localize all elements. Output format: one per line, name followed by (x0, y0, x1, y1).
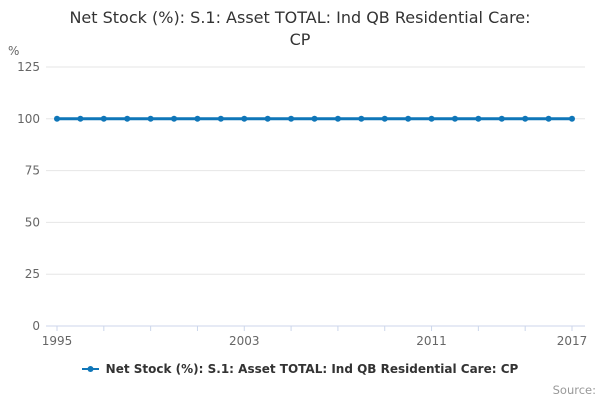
x-axis-tick-label: 2003 (229, 334, 260, 348)
y-axis-tick-label: 50 (25, 215, 40, 229)
data-point-marker[interactable] (54, 115, 60, 122)
data-point-marker[interactable] (498, 115, 505, 122)
y-axis-tick-label: 0 (32, 319, 40, 333)
y-axis-unit-label: % (8, 44, 20, 58)
source-label: Source: (552, 383, 596, 397)
y-axis-tick-label: 125 (17, 60, 40, 74)
x-axis-tick-label: 2011 (416, 334, 447, 348)
legend-label: Net Stock (%): S.1: Asset TOTAL: Ind QB … (105, 362, 519, 376)
y-axis-tick-label: 75 (25, 164, 40, 178)
data-point-marker[interactable] (311, 115, 318, 122)
x-axis-tick-label: 2017 (557, 334, 588, 348)
data-point-marker[interactable] (358, 115, 365, 122)
data-point-marker[interactable] (194, 115, 201, 122)
data-point-marker[interactable] (124, 115, 131, 122)
data-point-marker[interactable] (405, 115, 412, 122)
data-point-marker[interactable] (475, 115, 482, 122)
data-point-marker[interactable] (334, 115, 341, 122)
page-title: Net Stock (%): S.1: Asset TOTAL: Ind QB … (69, 8, 531, 49)
data-point-marker[interactable] (217, 115, 224, 122)
data-point-marker[interactable] (147, 115, 154, 122)
data-point-marker[interactable] (381, 115, 388, 122)
y-axis-tick-label: 25 (25, 267, 40, 281)
data-point-marker[interactable] (451, 115, 458, 122)
x-axis-tick-label: 1995 (42, 334, 73, 348)
data-point-marker[interactable] (77, 115, 84, 122)
data-point-marker[interactable] (428, 115, 435, 122)
data-point-marker[interactable] (264, 115, 271, 122)
data-point-marker[interactable] (241, 115, 248, 122)
data-point-marker[interactable] (569, 115, 575, 122)
data-point-marker[interactable] (522, 115, 529, 122)
data-point-marker[interactable] (171, 115, 178, 122)
legend[interactable]: Net Stock (%): S.1: Asset TOTAL: Ind QB … (0, 362, 600, 376)
data-point-marker[interactable] (288, 115, 295, 122)
y-axis-tick-label: 100 (17, 112, 40, 126)
legend-line-marker-icon (81, 366, 99, 372)
legend-marker (87, 366, 94, 372)
data-point-marker[interactable] (100, 115, 107, 122)
data-point-marker[interactable] (545, 115, 552, 122)
